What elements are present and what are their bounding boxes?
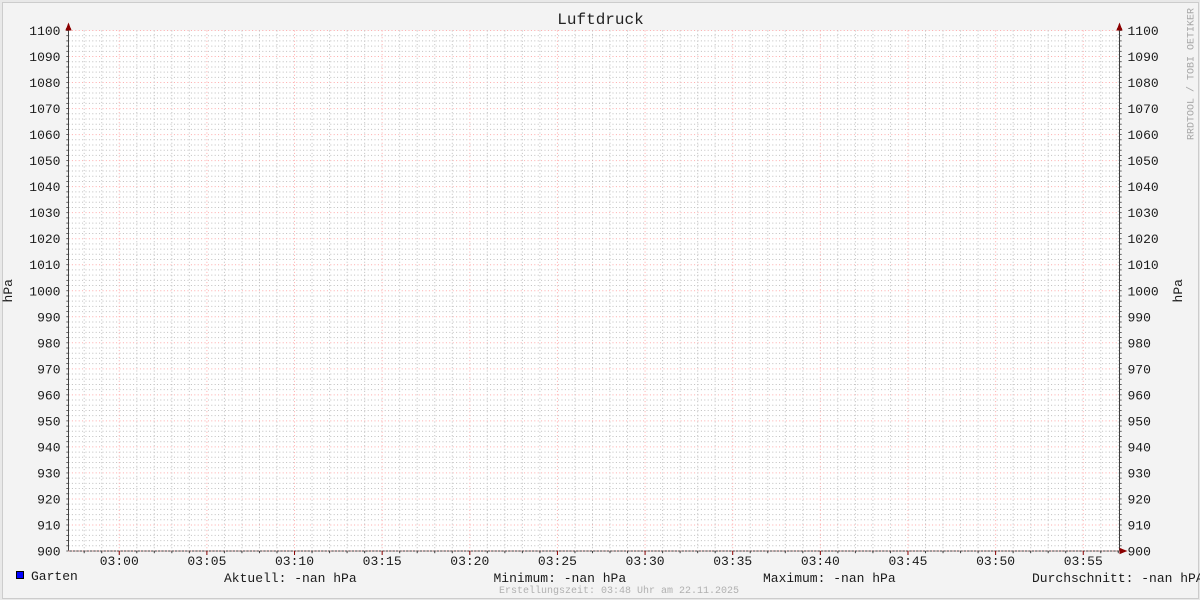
svg-text:1070: 1070: [29, 102, 60, 117]
svg-text:990: 990: [1128, 310, 1151, 325]
svg-text:1100: 1100: [1128, 24, 1159, 39]
svg-text:1090: 1090: [29, 50, 60, 65]
svg-text:1010: 1010: [1128, 258, 1159, 273]
svg-text:970: 970: [37, 362, 60, 377]
svg-text:1050: 1050: [29, 154, 60, 169]
svg-text:hPa: hPa: [2, 279, 16, 303]
svg-text:1100: 1100: [29, 24, 60, 39]
svg-text:03:40: 03:40: [801, 554, 840, 569]
svg-text:1000: 1000: [29, 284, 60, 299]
svg-text:1050: 1050: [1128, 154, 1159, 169]
svg-text:1000: 1000: [1128, 284, 1159, 299]
svg-text:hPa: hPa: [1171, 279, 1186, 303]
svg-text:990: 990: [37, 310, 60, 325]
svg-text:930: 930: [1128, 466, 1151, 481]
svg-text:1010: 1010: [29, 258, 60, 273]
svg-text:900: 900: [1128, 545, 1151, 560]
svg-text:950: 950: [1128, 414, 1151, 429]
svg-text:1030: 1030: [1128, 206, 1159, 221]
svg-text:1040: 1040: [29, 180, 60, 195]
svg-text:1030: 1030: [29, 206, 60, 221]
svg-text:03:00: 03:00: [100, 554, 139, 569]
svg-text:03:05: 03:05: [187, 554, 226, 569]
svg-text:920: 920: [1128, 492, 1151, 507]
svg-text:1070: 1070: [1128, 102, 1159, 117]
svg-text:1060: 1060: [29, 128, 60, 143]
svg-text:930: 930: [37, 466, 60, 481]
svg-text:03:10: 03:10: [275, 554, 314, 569]
svg-text:960: 960: [1128, 388, 1151, 403]
svg-text:1020: 1020: [1128, 232, 1159, 247]
svg-text:910: 910: [37, 518, 60, 533]
svg-text:1040: 1040: [1128, 180, 1159, 195]
svg-text:900: 900: [37, 545, 60, 560]
svg-text:03:25: 03:25: [538, 554, 577, 569]
svg-text:03:20: 03:20: [450, 554, 489, 569]
svg-text:RRDTOOL / TOBI OETIKER: RRDTOOL / TOBI OETIKER: [1186, 8, 1195, 140]
svg-text:980: 980: [37, 336, 60, 351]
svg-text:920: 920: [37, 492, 60, 507]
svg-text:960: 960: [37, 388, 60, 403]
svg-text:03:30: 03:30: [626, 554, 665, 569]
svg-text:1020: 1020: [29, 232, 60, 247]
svg-text:1080: 1080: [29, 76, 60, 91]
svg-text:940: 940: [37, 440, 60, 455]
svg-text:940: 940: [1128, 440, 1151, 455]
svg-text:950: 950: [37, 414, 60, 429]
svg-text:1090: 1090: [1128, 50, 1159, 65]
svg-text:03:45: 03:45: [888, 554, 927, 569]
svg-text:910: 910: [1128, 518, 1151, 533]
svg-text:980: 980: [1128, 336, 1151, 351]
svg-text:970: 970: [1128, 362, 1151, 377]
svg-text:03:50: 03:50: [976, 554, 1015, 569]
svg-text:03:15: 03:15: [363, 554, 402, 569]
svg-text:03:55: 03:55: [1064, 554, 1103, 569]
svg-text:1060: 1060: [1128, 128, 1159, 143]
svg-text:03:35: 03:35: [713, 554, 752, 569]
svg-text:1080: 1080: [1128, 76, 1159, 91]
